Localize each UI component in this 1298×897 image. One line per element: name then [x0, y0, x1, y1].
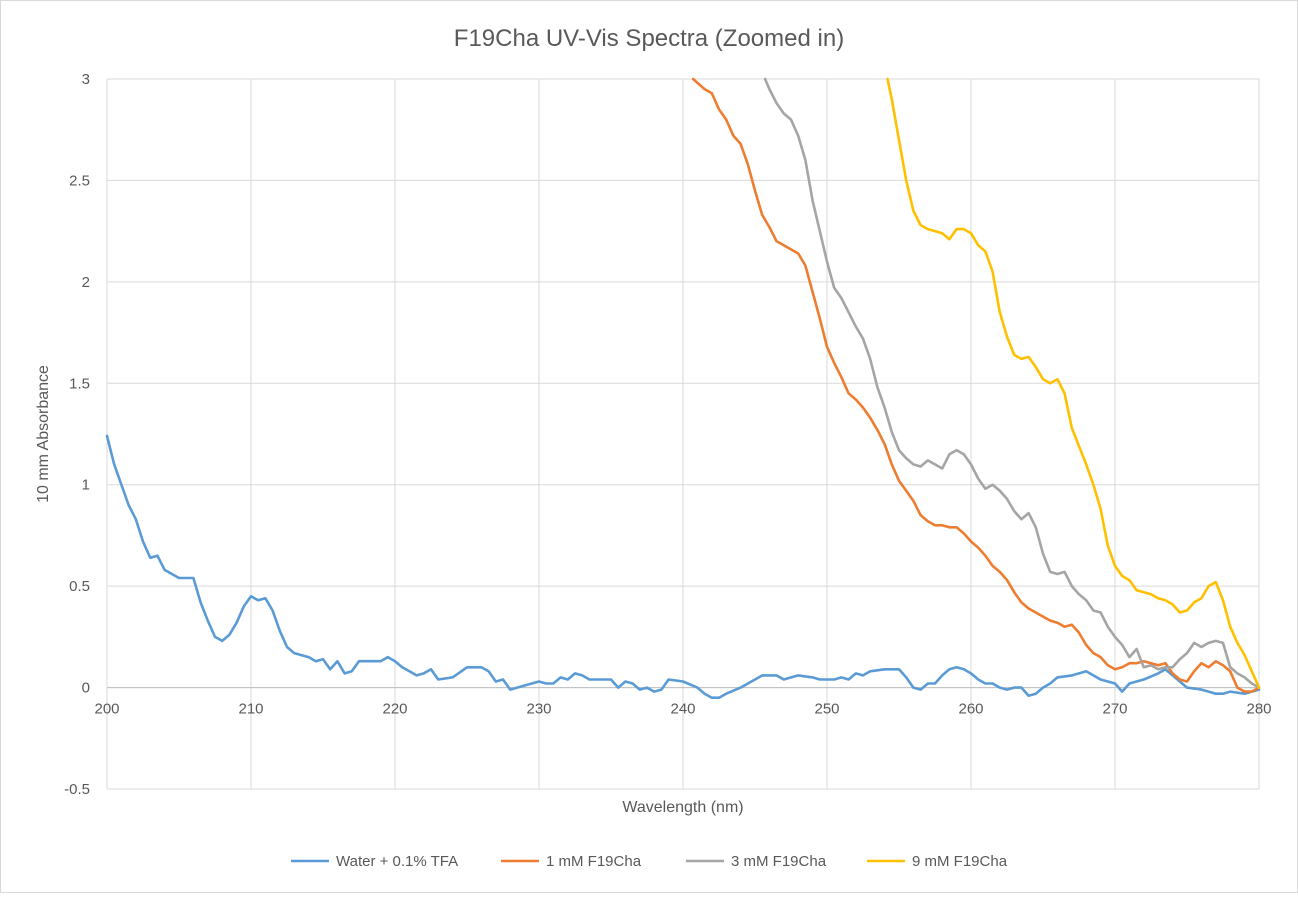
x-tick-label: 200 [94, 701, 119, 718]
legend-label: 9 mM F19Cha [912, 853, 1008, 870]
y-tick-label: -0.5 [64, 781, 90, 798]
legend-label: 3 mM F19Cha [731, 853, 827, 870]
y-axis-ticks: -0.5 0 0.5 1 1.5 2 2.5 3 [64, 71, 90, 798]
x-tick-label: 270 [1102, 701, 1127, 718]
y-tick-label: 3 [82, 71, 90, 88]
x-tick-label: 220 [382, 701, 407, 718]
y-tick-label: 2 [82, 274, 90, 291]
y-tick-label: 1 [82, 477, 90, 494]
legend-label: Water + 0.1% TFA [336, 853, 458, 870]
x-axis-title: Wavelength (nm) [622, 799, 743, 816]
series-line-1 [105, 434, 1261, 699]
chart-title: F19Cha UV-Vis Spectra (Zoomed in) [454, 25, 844, 52]
x-tick-label: 210 [238, 701, 263, 718]
x-tick-label: 260 [958, 701, 983, 718]
y-axis-title: 10 mm Absorbance [35, 365, 52, 503]
series-line-4 [886, 77, 1261, 689]
series-lines [105, 77, 1261, 699]
x-tick-label: 250 [814, 701, 839, 718]
series-line-3 [763, 77, 1261, 689]
y-tick-label: 2.5 [69, 172, 90, 189]
series-line-2 [691, 77, 1261, 693]
y-tick-label: 1.5 [69, 375, 90, 392]
legend-label: 1 mM F19Cha [546, 853, 642, 870]
x-tick-label: 230 [526, 701, 551, 718]
x-tick-label: 240 [670, 701, 695, 718]
y-tick-label: 0 [82, 680, 90, 697]
x-axis-ticks: 200 210 220 230 240 250 260 270 280 [94, 701, 1271, 718]
legend: Water + 0.1% TFA 1 mM F19Cha 3 mM F19Cha 9 … [291, 853, 1008, 870]
gridlines [106, 78, 1260, 790]
x-tick-label: 280 [1246, 701, 1271, 718]
y-tick-label: 0.5 [69, 578, 90, 595]
